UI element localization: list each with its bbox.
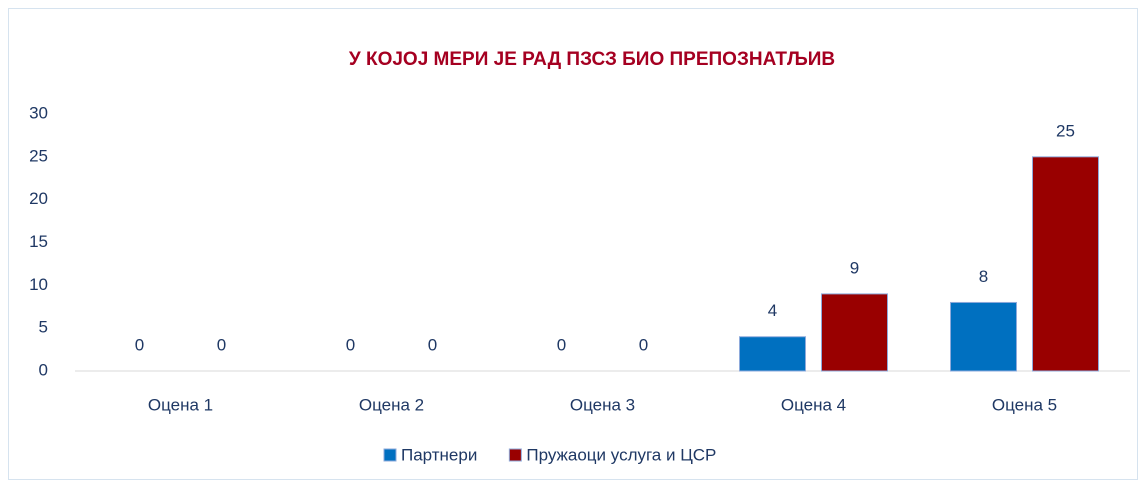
data-label: 0 <box>557 335 566 354</box>
legend-swatch <box>508 448 522 462</box>
chart-frame <box>8 8 1138 480</box>
x-tick-label: Оцена 4 <box>781 395 846 414</box>
y-tick-label: 20 <box>29 189 48 208</box>
y-tick-label: 5 <box>39 318 48 337</box>
data-label: 8 <box>979 267 988 286</box>
bar <box>950 301 1017 372</box>
data-label: 9 <box>850 258 859 277</box>
y-tick-label: 15 <box>29 232 48 251</box>
y-tick-label: 0 <box>39 360 48 379</box>
x-tick-label: Оцена 5 <box>992 395 1057 414</box>
y-tick-label: 30 <box>29 103 48 122</box>
x-tick-label: Оцена 1 <box>148 395 213 414</box>
data-label: 25 <box>1056 121 1075 140</box>
bar <box>1032 156 1099 372</box>
data-label: 0 <box>346 335 355 354</box>
chart-title: У КОЈОЈ МЕРИ ЈЕ РАД ПЗСЗ БИО ПРЕПОЗНАТЉИ… <box>349 49 835 70</box>
y-tick-label: 25 <box>29 146 48 165</box>
data-label: 0 <box>135 335 144 354</box>
data-label: 0 <box>217 335 226 354</box>
y-tick-label: 10 <box>29 275 48 294</box>
x-tick-label: Оцена 2 <box>359 395 424 414</box>
data-label: 0 <box>639 335 648 354</box>
x-tick-label: Оцена 3 <box>570 395 635 414</box>
legend-swatch <box>383 448 397 462</box>
legend-label: Пружаоци услуга и ЦСР <box>526 445 716 464</box>
data-label: 0 <box>428 335 437 354</box>
bar <box>821 293 888 372</box>
data-label: 4 <box>768 301 777 320</box>
legend-label: Партнери <box>401 445 477 464</box>
bar <box>739 336 806 372</box>
